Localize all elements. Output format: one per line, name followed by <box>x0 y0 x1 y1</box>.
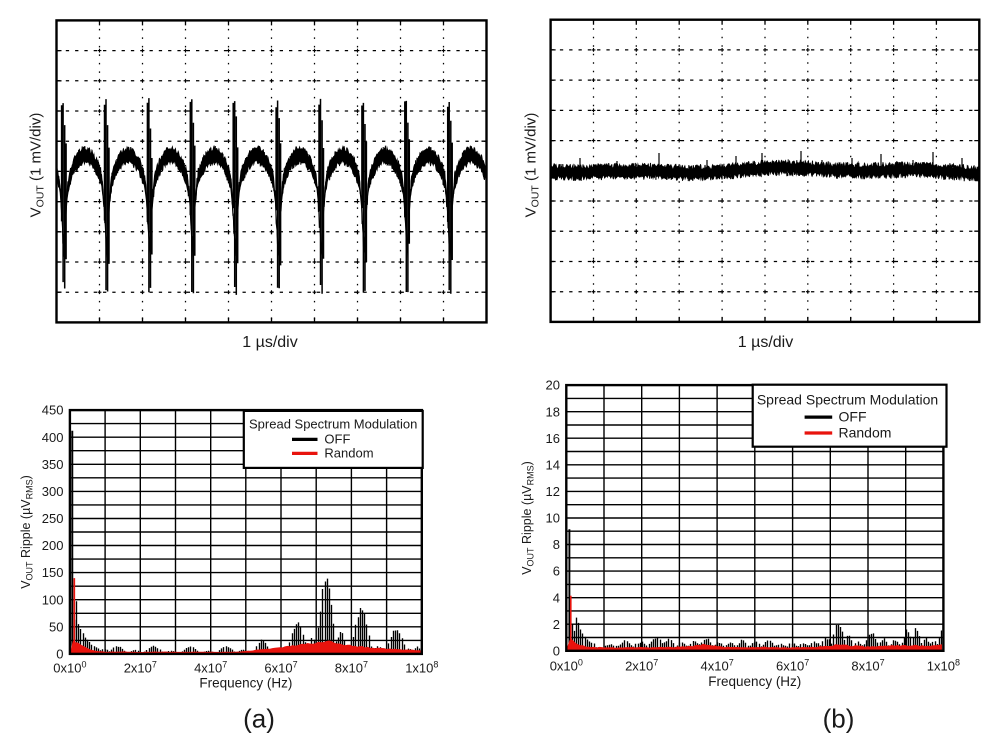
svg-text:2x107: 2x107 <box>124 660 157 676</box>
svg-text:14: 14 <box>546 457 560 472</box>
svg-text:Spread Spectrum Modulation: Spread Spectrum Modulation <box>249 416 417 431</box>
svg-text:50: 50 <box>49 619 63 634</box>
svg-text:Spread Spectrum Modulation: Spread Spectrum Modulation <box>757 391 938 407</box>
svg-text:150: 150 <box>42 565 64 580</box>
svg-text:(b): (b) <box>823 704 855 734</box>
svg-text:10: 10 <box>546 511 560 526</box>
svg-text:Frequency (Hz): Frequency (Hz) <box>199 676 292 691</box>
svg-text:8x107: 8x107 <box>851 658 884 674</box>
svg-text:1x108: 1x108 <box>927 658 960 674</box>
svg-text:2x107: 2x107 <box>625 658 658 674</box>
svg-text:4x107: 4x107 <box>700 658 733 674</box>
svg-text:0: 0 <box>553 643 560 658</box>
svg-text:1x108: 1x108 <box>405 660 438 676</box>
svg-text:Frequency (Hz): Frequency (Hz) <box>708 674 801 689</box>
svg-text:4x107: 4x107 <box>194 660 227 676</box>
svg-text:8: 8 <box>553 537 560 552</box>
svg-text:VOUT Ripple (µVRMS): VOUT Ripple (µVRMS) <box>520 461 536 575</box>
svg-text:Random: Random <box>324 445 373 460</box>
svg-text:16: 16 <box>546 431 560 446</box>
svg-text:2: 2 <box>553 617 560 632</box>
svg-text:300: 300 <box>42 484 64 499</box>
svg-text:1 µs/div: 1 µs/div <box>738 334 793 351</box>
svg-text:350: 350 <box>42 457 64 472</box>
svg-text:12: 12 <box>546 484 560 499</box>
svg-text:250: 250 <box>42 511 64 526</box>
svg-text:4: 4 <box>553 590 560 605</box>
svg-text:100: 100 <box>42 592 64 607</box>
svg-text:18: 18 <box>546 404 560 419</box>
svg-text:6x107: 6x107 <box>264 660 297 676</box>
svg-text:(a): (a) <box>243 704 275 734</box>
svg-text:0x100: 0x100 <box>550 658 583 674</box>
svg-text:0: 0 <box>56 647 63 662</box>
svg-text:20: 20 <box>546 378 560 393</box>
svg-text:450: 450 <box>42 403 64 418</box>
svg-text:0x100: 0x100 <box>53 660 86 676</box>
svg-text:400: 400 <box>42 430 64 445</box>
svg-text:OFF: OFF <box>839 408 867 424</box>
svg-text:VOUT Ripple (µVRMS): VOUT Ripple (µVRMS) <box>19 475 35 589</box>
svg-text:6: 6 <box>553 564 560 579</box>
svg-text:Random: Random <box>839 424 892 440</box>
svg-text:6x107: 6x107 <box>776 658 809 674</box>
svg-text:1 µs/div: 1 µs/div <box>242 334 297 351</box>
svg-text:8x107: 8x107 <box>335 660 368 676</box>
svg-text:200: 200 <box>42 538 64 553</box>
svg-text:OFF: OFF <box>324 431 350 446</box>
